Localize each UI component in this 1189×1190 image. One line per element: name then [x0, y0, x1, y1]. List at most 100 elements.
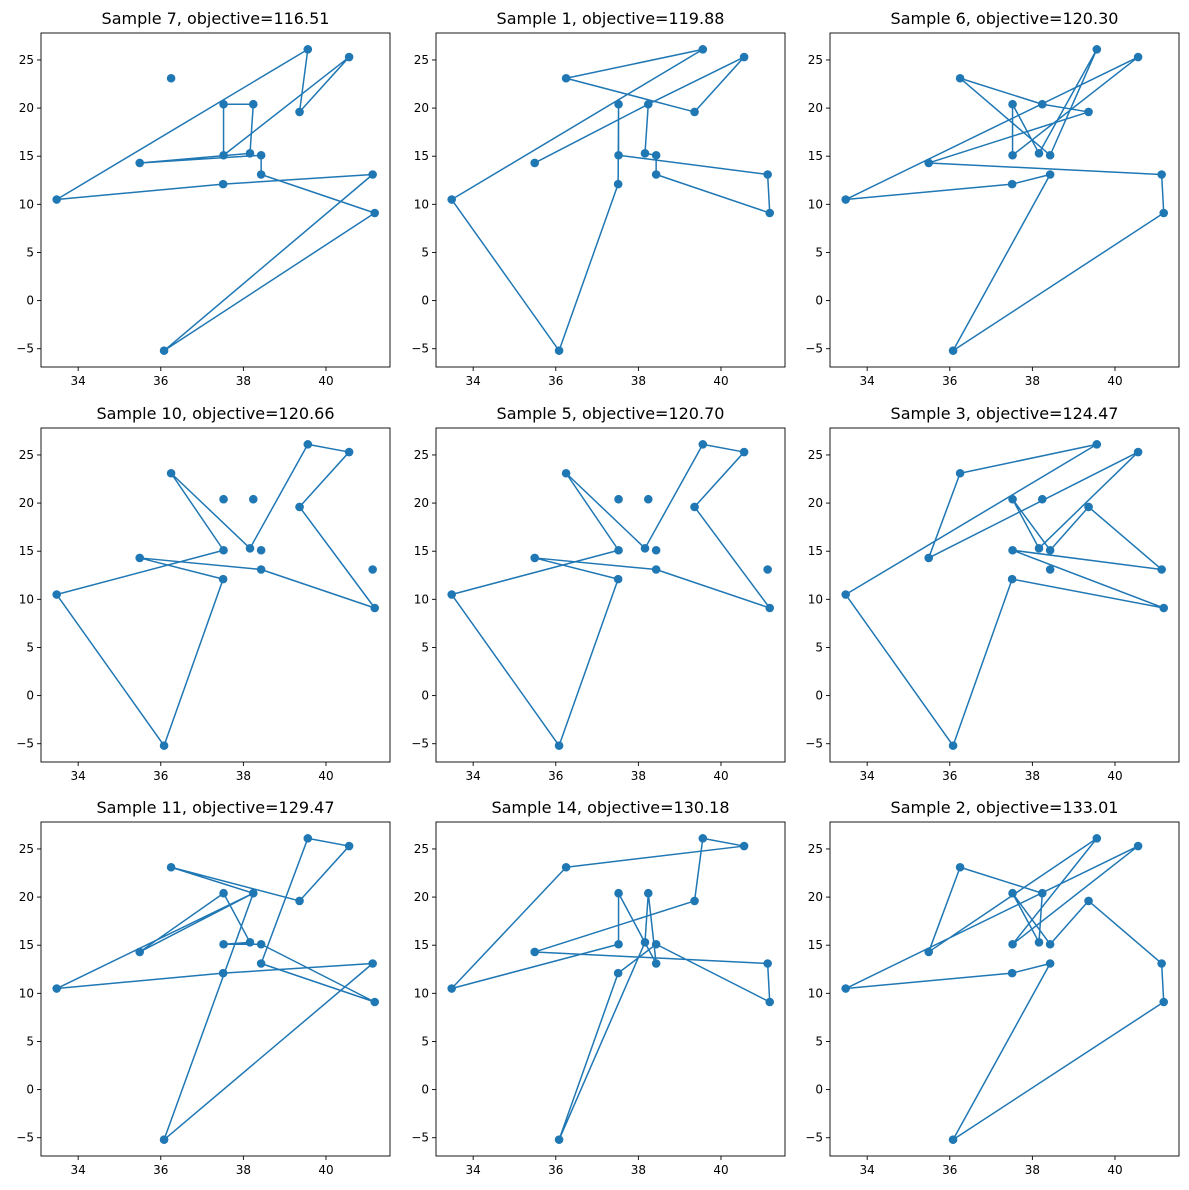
subplot: Sample 14, objective=130.18 34 36 38 40 −5 0 5 1… [411, 798, 786, 1177]
data-point [1045, 545, 1055, 555]
axes-frame [435, 427, 786, 763]
y-tick-label: 5 [815, 245, 823, 259]
y-tick-label: −5 [805, 342, 823, 356]
route-line [844, 837, 1165, 1141]
data-point [955, 468, 965, 478]
subplot-title: Sample 10, objective=120.66 [96, 404, 334, 423]
x-tick-label: 40 [318, 374, 333, 388]
data-point [1008, 150, 1017, 160]
subplot-title: Sample 1, objective=119.88 [497, 9, 725, 28]
data-point [1084, 896, 1093, 906]
data-point [447, 984, 456, 993]
y-tick-label: −5 [16, 1131, 34, 1145]
x-tick-label: 34 [71, 374, 86, 388]
data-point [643, 99, 653, 109]
x-tick-label: 38 [236, 374, 251, 388]
x-tick-label: 38 [236, 769, 251, 783]
y-tick-label: 0 [421, 294, 429, 308]
data-point [1084, 107, 1093, 117]
data-point [643, 494, 653, 504]
subplot-title: Sample 2, objective=133.01 [891, 798, 1119, 817]
data-point [739, 52, 749, 62]
data-point [698, 440, 708, 449]
data-point [690, 502, 699, 512]
y-tick-label: −5 [411, 737, 429, 751]
y-tick-label: 5 [815, 1034, 823, 1048]
subplot: Sample 1, objective=119.88 34 36 38 40 −5 0 5 10… [411, 9, 786, 388]
subplot-title: Sample 7, objective=116.51 [102, 9, 330, 28]
data-point [303, 834, 313, 843]
y-tick-label: 15 [414, 544, 429, 558]
data-point [1157, 959, 1166, 968]
data-point [651, 170, 661, 179]
x-tick-label: 34 [466, 1163, 481, 1177]
subplot: Sample 10, objective=120.66 34 36 38 40 −5 0 5 1… [16, 404, 391, 783]
y-tick-label: 5 [421, 245, 429, 259]
data-point [765, 208, 775, 218]
data-point [640, 938, 650, 947]
data-point [763, 565, 772, 574]
data-point [1157, 170, 1166, 179]
data-point [561, 73, 571, 83]
data-point [955, 862, 965, 872]
data-point [1133, 447, 1143, 457]
data-point [651, 939, 661, 949]
x-tick-label: 40 [1107, 374, 1122, 388]
y-tick-label: 25 [414, 53, 429, 67]
y-tick-label: 10 [808, 197, 823, 211]
data-point [1045, 565, 1055, 574]
data-point [698, 834, 708, 843]
data-point [52, 590, 61, 599]
data-point [948, 741, 958, 750]
y-tick-label: −5 [805, 737, 823, 751]
axes-frame [40, 821, 391, 1157]
route-line [55, 837, 376, 1141]
data-point [303, 440, 313, 449]
data-point [218, 179, 228, 189]
route-line [844, 48, 1165, 352]
data-point [1008, 888, 1017, 898]
y-tick-label: 15 [414, 149, 429, 163]
y-tick-label: 0 [815, 294, 823, 308]
data-point [554, 346, 564, 355]
y-tick-label: 20 [808, 496, 823, 510]
data-point [1159, 603, 1169, 613]
subplot: Sample 5, objective=120.70 34 36 38 40 −5 0 5 10… [411, 404, 786, 783]
y-tick-label: 20 [808, 101, 823, 115]
x-tick-label: 38 [631, 1163, 646, 1177]
data-point [135, 158, 145, 168]
data-point [924, 553, 934, 563]
data-point [166, 468, 176, 478]
data-point [1007, 968, 1017, 978]
data-point [219, 99, 228, 109]
data-point [651, 150, 661, 160]
y-tick-label: 5 [26, 1034, 34, 1048]
data-point [368, 565, 377, 574]
data-point [1045, 959, 1055, 968]
y-tick-label: 5 [421, 640, 429, 654]
data-point [219, 545, 228, 555]
data-point [1133, 52, 1143, 62]
x-tick-label: 34 [71, 769, 86, 783]
data-point [1037, 99, 1047, 109]
data-point [248, 494, 258, 504]
data-point [245, 149, 255, 158]
axes-frame [40, 427, 391, 763]
y-tick-label: 5 [815, 640, 823, 654]
data-point [248, 99, 258, 109]
subplot-title: Sample 3, objective=124.47 [891, 404, 1119, 423]
data-point [219, 939, 228, 949]
data-point [613, 179, 623, 189]
subplot: Sample 11, objective=129.47 34 36 38 40 −5 0 5 1… [16, 798, 391, 1177]
x-tick-label: 38 [631, 769, 646, 783]
data-point [1034, 544, 1044, 553]
y-tick-label: 0 [26, 294, 34, 308]
y-tick-label: 25 [808, 842, 823, 856]
y-tick-label: 25 [808, 53, 823, 67]
data-point [614, 99, 623, 109]
y-tick-label: −5 [16, 342, 34, 356]
data-point [690, 896, 699, 906]
data-point [561, 862, 571, 872]
data-point [530, 553, 540, 563]
y-tick-label: 5 [421, 1034, 429, 1048]
